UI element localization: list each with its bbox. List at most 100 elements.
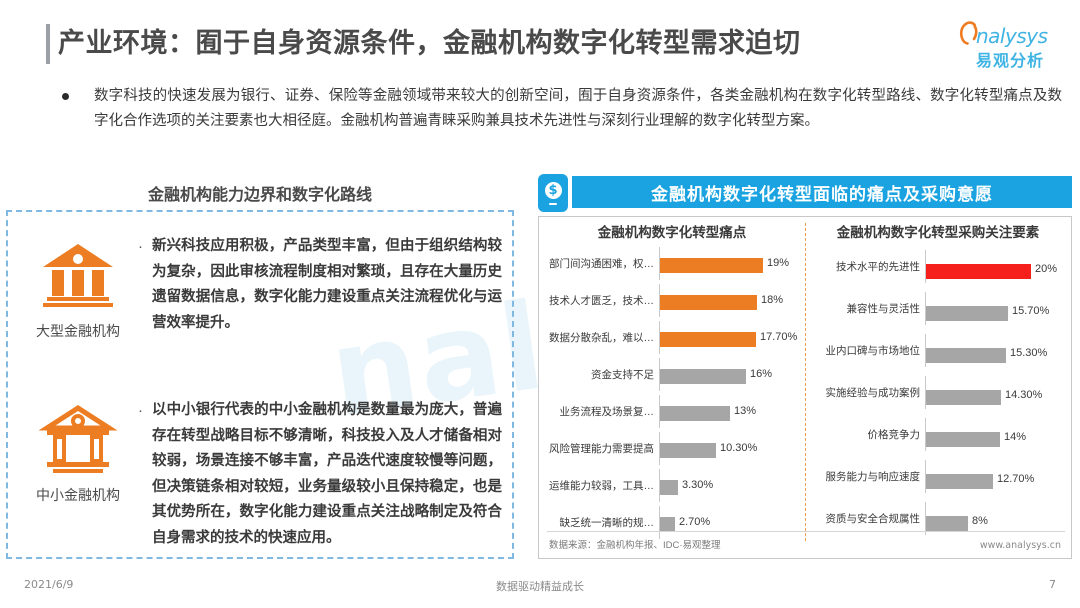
- bullet-icon: [62, 93, 69, 100]
- bar-track: 13%: [659, 395, 803, 428]
- bar-track: 15.70%: [925, 291, 1069, 325]
- institution-label-small: 中小金融机构: [36, 487, 120, 503]
- bar-row: 资质与安全合规属性 8%: [807, 497, 1069, 539]
- bar-track: 10.30%: [659, 432, 803, 465]
- institution-desc-small: · 以中小银行代表的中小金融机构是数量最为庞大，普遍存在转型战略目标不够清晰，科…: [138, 392, 502, 551]
- intro-text: 数字科技的快速发展为银行、证券、保险等金融领域带来较大的创新空间，囿于自身资源条…: [94, 88, 1062, 129]
- bar-category-label: 服务能力与响应速度: [825, 470, 921, 483]
- bar-fill: [660, 369, 746, 384]
- bar-row: 业内口碑与市场地位 15.30%: [807, 329, 1069, 371]
- bar-value-label: 19%: [767, 257, 790, 269]
- charts-panel: 金融机构数字化转型痛点 部门间沟通困难，权… 19% 技术人才匮乏，技术… 18% 数据…: [538, 216, 1072, 559]
- chart-title-right: 金融机构数字化转型采购关注要素: [836, 225, 1040, 240]
- bar-track: 8%: [925, 501, 1069, 535]
- bar-row: 部门间沟通困难，权… 19%: [541, 245, 803, 282]
- list-bullet-icon: ·: [138, 238, 143, 255]
- bar-fill: [926, 515, 968, 531]
- bar-fill: [660, 295, 757, 310]
- logo-text-cn: 易观分析: [976, 53, 1045, 70]
- bar-category-label: 资金支持不足: [591, 369, 654, 381]
- institution-icon-box-small: 中小金融机构: [18, 392, 138, 505]
- source-url: www.analysys.cn: [979, 540, 1061, 551]
- chart-divider: [805, 223, 806, 541]
- page-header: 产业环境：囿于自身资源条件，金融机构数字化转型需求迫切 nalysys 易观分析: [0, 18, 1080, 70]
- bar-fill: [926, 389, 1001, 405]
- footer-slogan: 数据驱动精益成长: [496, 581, 584, 593]
- bar-track: 19%: [659, 247, 803, 280]
- bar-category-label: 实施经验与成功案例: [825, 386, 921, 399]
- bar-value-label: 17.70%: [760, 331, 798, 343]
- bar-track: 3.30%: [659, 469, 803, 502]
- institution-block-small: 中小金融机构 · 以中小银行代表的中小金融机构是数量最为庞大，普遍存在转型战略目…: [18, 392, 502, 551]
- bar-row: 价格竞争力 14%: [807, 413, 1069, 455]
- bar-value-label: 12.70%: [997, 472, 1035, 485]
- bar-category-label: 资质与安全合规属性: [825, 512, 921, 525]
- bar-fill: [660, 443, 716, 458]
- chart-purchase-factors: 金融机构数字化转型采购关注要素 技术水平的先进性 20% 兼容性与灵活性 15.70%…: [807, 221, 1069, 539]
- source-note: 数据来源：金融机构年报、IDC·易观整理: [549, 540, 721, 551]
- bar-value-label: 13%: [734, 405, 757, 417]
- bar-track: 15.30%: [925, 333, 1069, 367]
- bar-value-label: 2.70%: [679, 516, 711, 528]
- bar-row: 风险管理能力需要提高 10.30%: [541, 430, 803, 467]
- bar-list-right: 技术水平的先进性 20% 兼容性与灵活性 15.70% 业内口碑与市场地位 15.30% 实…: [807, 245, 1069, 539]
- bar-category-label: 兼容性与灵活性: [846, 302, 921, 315]
- left-section-heading: 金融机构能力边界和数字化路线: [147, 187, 372, 204]
- bar-value-label: 8%: [972, 514, 988, 527]
- bar-row: 业务流程及场景复… 13%: [541, 393, 803, 430]
- bar-track: 14.30%: [925, 375, 1069, 409]
- bar-fill: [926, 347, 1006, 363]
- bar-category-label: 运维能力较弱，工具…: [549, 480, 654, 492]
- bar-track: 12.70%: [925, 459, 1069, 493]
- bar-value-label: 10.30%: [720, 442, 758, 454]
- bar-fill: [660, 258, 763, 273]
- bar-fill: [926, 431, 1000, 447]
- footer-page-number: 7: [1049, 578, 1056, 591]
- bar-fill: [660, 406, 730, 421]
- bar-value-label: 15.30%: [1010, 346, 1048, 359]
- bar-category-label: 技术人才匮乏，技术…: [549, 295, 654, 307]
- bar-row: 技术人才匮乏，技术… 18%: [541, 282, 803, 319]
- bar-row: 实施经验与成功案例 14.30%: [807, 371, 1069, 413]
- bar-category-label: 部门间沟通困难，权…: [549, 258, 654, 270]
- bar-category-label: 数据分散杂乱，难以…: [549, 332, 654, 344]
- page-title: 产业环境：囿于自身资源条件，金融机构数字化转型需求迫切: [58, 28, 801, 58]
- bar-category-label: 缺乏统一清晰的规…: [559, 517, 655, 529]
- list-bullet-icon: ·: [138, 402, 143, 419]
- institution-block-large: 大型金融机构 · 新兴科技应用积极，产品类型丰富，但由于组织结构较为复杂，因此审…: [18, 228, 502, 341]
- bar-category-label: 风险管理能力需要提高: [549, 443, 654, 455]
- bank-solid-icon: [43, 244, 113, 307]
- bar-row: 数据分散杂乱，难以… 17.70%: [541, 319, 803, 356]
- institution-label-large: 大型金融机构: [36, 323, 120, 339]
- bar-row: 运维能力较弱，工具… 3.30%: [541, 467, 803, 504]
- dollar-sign-icon: $: [544, 181, 562, 199]
- bar-fill: [926, 473, 993, 489]
- bar-track: 17.70%: [659, 321, 803, 354]
- right-section-banner: $ 金融机构数字化转型面临的痛点及采购意愿: [538, 174, 1072, 212]
- institution-text-large: 新兴科技应用积极，产品类型丰富，但由于组织结构较为复杂，因此审核流程制度相对繁琐…: [152, 238, 502, 331]
- institution-text-small: 以中小银行代表的中小金融机构是数量最为庞大，普遍存在转型战略目标不够清晰，科技投…: [152, 402, 502, 546]
- bar-fill: [660, 517, 675, 532]
- left-panel: 大型金融机构 · 新兴科技应用积极，产品类型丰富，但由于组织结构较为复杂，因此审…: [6, 210, 514, 559]
- icon-base-line: [549, 202, 557, 205]
- source-divider: [547, 531, 1065, 532]
- analysys-logo: nalysys 易观分析: [956, 20, 1062, 70]
- bar-value-label: 16%: [750, 368, 773, 380]
- money-payment-icon: $: [538, 174, 568, 212]
- institution-desc-large: · 新兴科技应用积极，产品类型丰富，但由于组织结构较为复杂，因此审核流程制度相对…: [138, 228, 502, 336]
- bar-track: 16%: [659, 358, 803, 391]
- bar-value-label: 20%: [1035, 262, 1058, 275]
- bar-track: 18%: [659, 284, 803, 317]
- bar-track: 14%: [925, 417, 1069, 451]
- logo-a-icon: [959, 21, 978, 45]
- bar-row: 缺乏统一清晰的规… 2.70%: [541, 504, 803, 541]
- intro-paragraph: 数字科技的快速发展为银行、证券、保险等金融领域带来较大的创新空间，囿于自身资源条…: [62, 84, 1062, 134]
- banner-title: 金融机构数字化转型面临的痛点及采购意愿: [572, 176, 1072, 208]
- bar-category-label: 业内口碑与市场地位: [825, 344, 921, 357]
- bar-category-label: 价格竞争力: [867, 428, 921, 441]
- bar-value-label: 18%: [761, 294, 784, 306]
- bar-row: 兼容性与灵活性 15.70%: [807, 287, 1069, 329]
- bar-fill: [926, 263, 1031, 279]
- bar-fill: [660, 480, 678, 495]
- footer-date: 2021/6/9: [24, 578, 74, 591]
